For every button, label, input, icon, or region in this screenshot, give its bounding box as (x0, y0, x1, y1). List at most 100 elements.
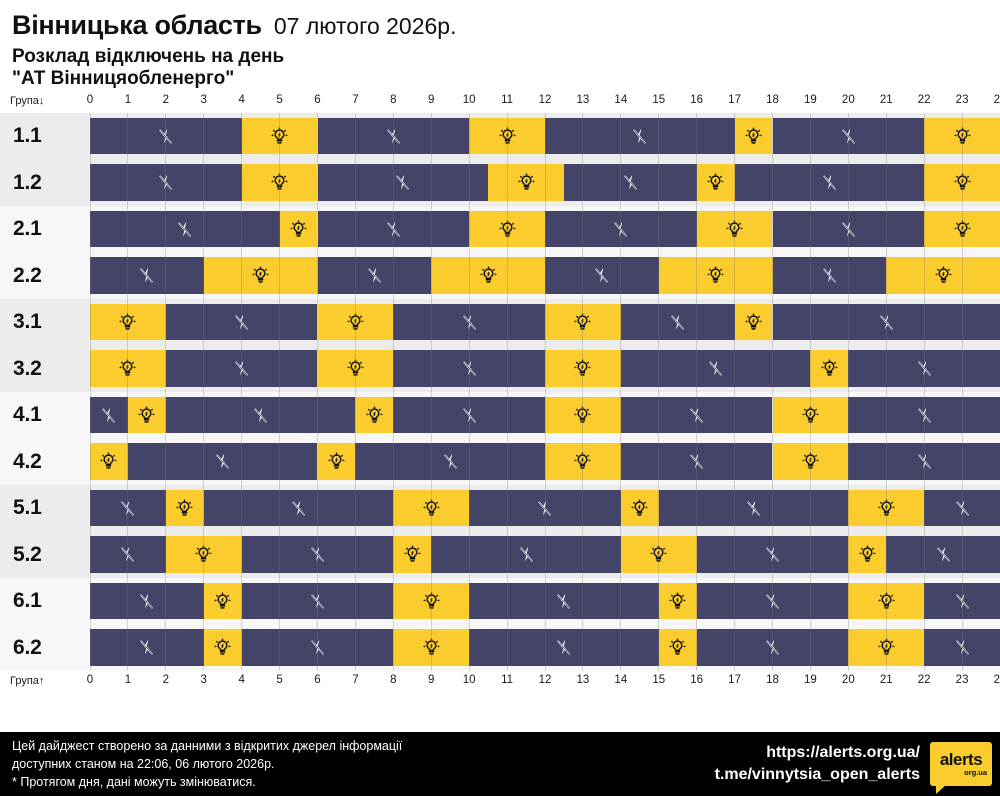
power-on-segment[interactable] (90, 303, 166, 341)
power-on-segment[interactable] (279, 210, 318, 248)
power-off-segment[interactable] (241, 629, 394, 666)
power-on-segment[interactable] (165, 489, 204, 527)
power-off-segment[interactable] (317, 117, 470, 155)
power-on-segment[interactable] (393, 582, 470, 620)
power-off-segment[interactable] (90, 629, 204, 666)
power-off-segment[interactable] (469, 582, 659, 620)
power-off-segment[interactable] (317, 210, 470, 248)
link-website[interactable]: https://alerts.org.ua/ (766, 744, 920, 762)
power-off-segment[interactable] (90, 117, 242, 155)
power-off-segment[interactable] (848, 350, 1000, 387)
power-off-segment[interactable] (393, 303, 545, 341)
power-off-segment[interactable] (90, 164, 242, 201)
power-off-segment[interactable] (90, 396, 128, 434)
power-on-segment[interactable] (848, 582, 925, 620)
power-on-segment[interactable] (658, 257, 773, 294)
power-on-segment[interactable] (241, 164, 318, 201)
power-on-segment[interactable] (545, 350, 621, 387)
power-on-segment[interactable] (810, 350, 849, 387)
power-on-segment[interactable] (848, 629, 925, 666)
power-on-segment[interactable] (620, 489, 659, 527)
power-off-segment[interactable] (772, 210, 925, 248)
power-on-segment[interactable] (658, 629, 697, 666)
power-on-segment[interactable] (924, 164, 1000, 201)
power-off-segment[interactable] (90, 489, 166, 527)
power-off-segment[interactable] (90, 257, 204, 294)
power-off-segment[interactable] (772, 117, 925, 155)
power-off-segment[interactable] (241, 582, 394, 620)
power-off-segment[interactable] (393, 396, 545, 434)
power-on-segment[interactable] (317, 303, 394, 341)
power-off-segment[interactable] (924, 489, 1000, 527)
power-off-segment[interactable] (90, 536, 166, 573)
power-off-segment[interactable] (431, 536, 621, 573)
power-off-segment[interactable] (924, 629, 1000, 666)
power-on-segment[interactable] (469, 117, 545, 155)
power-off-segment[interactable] (127, 443, 318, 480)
power-on-segment[interactable] (772, 443, 849, 480)
power-on-segment[interactable] (924, 210, 1000, 248)
power-on-segment[interactable] (696, 164, 735, 201)
power-off-segment[interactable] (469, 489, 621, 527)
power-off-segment[interactable] (545, 210, 697, 248)
power-off-segment[interactable] (317, 164, 489, 201)
power-on-segment[interactable] (203, 629, 242, 666)
power-off-segment[interactable] (90, 210, 280, 248)
power-off-segment[interactable] (203, 489, 394, 527)
power-on-segment[interactable] (317, 350, 394, 387)
power-on-segment[interactable] (203, 582, 242, 620)
power-off-segment[interactable] (696, 629, 849, 666)
power-on-segment[interactable] (545, 303, 621, 341)
power-off-segment[interactable] (886, 536, 1000, 573)
power-off-segment[interactable] (545, 257, 659, 294)
power-off-segment[interactable] (696, 536, 849, 573)
power-off-segment[interactable] (848, 443, 1000, 480)
power-on-segment[interactable] (488, 164, 564, 201)
power-off-segment[interactable] (165, 350, 318, 387)
power-on-segment[interactable] (924, 117, 1000, 155)
power-on-segment[interactable] (848, 536, 887, 573)
power-on-segment[interactable] (696, 210, 773, 248)
power-off-segment[interactable] (241, 536, 394, 573)
power-off-segment[interactable] (563, 164, 697, 201)
power-off-segment[interactable] (90, 582, 204, 620)
power-on-segment[interactable] (317, 443, 356, 480)
power-on-segment[interactable] (393, 489, 470, 527)
power-on-segment[interactable] (393, 536, 432, 573)
power-off-segment[interactable] (317, 257, 432, 294)
power-off-segment[interactable] (734, 164, 925, 201)
power-off-segment[interactable] (355, 443, 545, 480)
power-off-segment[interactable] (165, 303, 318, 341)
power-on-segment[interactable] (393, 629, 470, 666)
power-off-segment[interactable] (924, 582, 1000, 620)
power-on-segment[interactable] (355, 396, 394, 434)
power-off-segment[interactable] (848, 396, 1000, 434)
power-on-segment[interactable] (658, 582, 697, 620)
power-on-segment[interactable] (165, 536, 242, 573)
power-on-segment[interactable] (848, 489, 925, 527)
power-off-segment[interactable] (393, 350, 545, 387)
power-on-segment[interactable] (545, 443, 621, 480)
power-off-segment[interactable] (620, 350, 811, 387)
power-off-segment[interactable] (620, 396, 773, 434)
power-on-segment[interactable] (886, 257, 1000, 294)
link-telegram[interactable]: t.me/vinnytsia_open_alerts (714, 766, 920, 783)
power-off-segment[interactable] (545, 117, 735, 155)
power-on-segment[interactable] (469, 210, 545, 248)
power-on-segment[interactable] (203, 257, 318, 294)
power-on-segment[interactable] (241, 117, 318, 155)
power-off-segment[interactable] (658, 489, 849, 527)
power-on-segment[interactable] (431, 257, 545, 294)
power-on-segment[interactable] (734, 117, 773, 155)
power-on-segment[interactable] (127, 396, 166, 434)
power-on-segment[interactable] (545, 396, 621, 434)
power-off-segment[interactable] (772, 303, 1000, 341)
power-on-segment[interactable] (90, 443, 128, 480)
power-off-segment[interactable] (620, 443, 773, 480)
power-on-segment[interactable] (734, 303, 773, 341)
power-off-segment[interactable] (772, 257, 887, 294)
power-on-segment[interactable] (772, 396, 849, 434)
power-off-segment[interactable] (620, 303, 735, 341)
power-off-segment[interactable] (696, 582, 849, 620)
power-off-segment[interactable] (469, 629, 659, 666)
